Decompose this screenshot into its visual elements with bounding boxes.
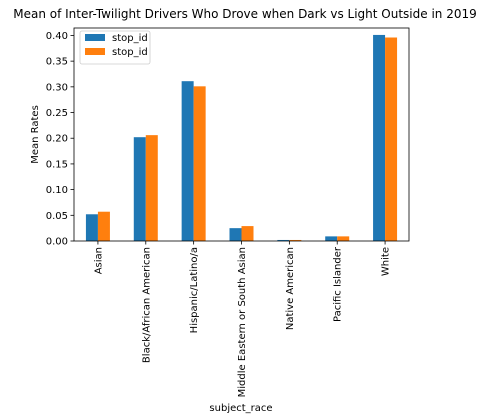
bar xyxy=(337,236,350,241)
bar xyxy=(133,137,146,241)
y-tick-label: 0.35 xyxy=(46,57,68,68)
y-tick-label: 0.30 xyxy=(46,82,68,93)
y-tick-label: 0.25 xyxy=(46,108,68,119)
y-tick-label: 0.00 xyxy=(46,237,68,248)
x-tick-label: Pacific Islander xyxy=(333,246,344,322)
x-axis-label: subject_race xyxy=(209,403,272,414)
bar xyxy=(193,86,206,241)
x-tick-label: Hispanic/Latino/a xyxy=(189,247,200,333)
x-tick-label: Middle Eastern or South Asian xyxy=(237,247,248,397)
bar xyxy=(181,81,194,242)
bars-group xyxy=(85,34,398,242)
plot-frame xyxy=(73,27,410,242)
legend-swatch xyxy=(85,48,105,55)
x-tick-label: Native American xyxy=(285,247,296,330)
bar xyxy=(229,228,242,241)
y-tick-label: 0.40 xyxy=(46,31,68,42)
x-tick-label: Asian xyxy=(93,247,104,274)
legend: stop_id stop_id xyxy=(79,30,151,65)
legend-label: stop_id xyxy=(112,33,148,44)
y-tick-label: 0.05 xyxy=(46,211,68,222)
y-tick-label: 0.15 xyxy=(46,159,68,170)
y-axis-label: Mean Rates xyxy=(30,105,41,164)
chart-title: Mean of Inter-Twilight Drivers Who Drove… xyxy=(13,7,476,21)
bar xyxy=(385,37,398,241)
x-tick-label: Black/African American xyxy=(141,247,152,363)
x-tick-label: White xyxy=(381,247,392,276)
bar xyxy=(85,214,98,241)
y-tick-label: 0.10 xyxy=(46,185,68,196)
bar xyxy=(325,236,338,241)
y-axis: 0.00 0.05 0.10 0.15 0.20 0.25 0.30 0.35 0.40 xyxy=(46,31,74,248)
y-tick-label: 0.20 xyxy=(46,134,68,145)
bar xyxy=(241,226,254,241)
bar xyxy=(289,239,302,241)
bar xyxy=(373,34,386,242)
bar xyxy=(277,239,290,241)
legend-label: stop_id xyxy=(112,47,148,58)
bar xyxy=(145,135,158,241)
bar xyxy=(97,211,110,241)
x-axis: Asian Black/African American Hispanic/Lati… xyxy=(93,241,392,397)
legend-swatch xyxy=(85,34,105,41)
